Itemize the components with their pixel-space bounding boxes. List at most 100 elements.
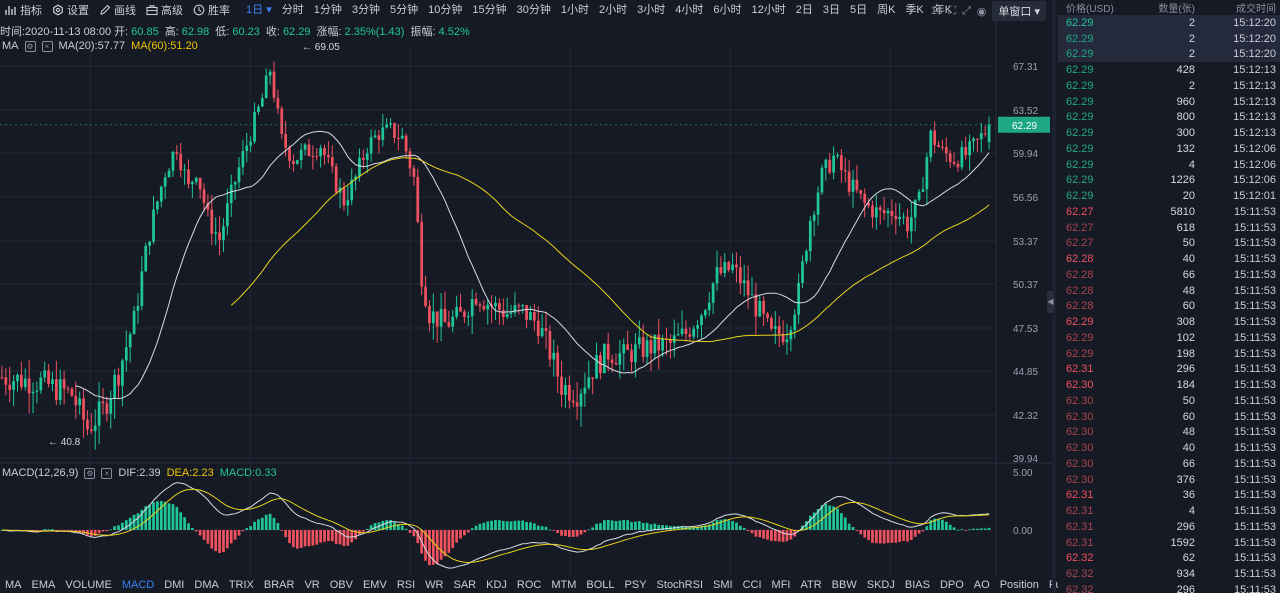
trade-price: 62.29 (1066, 158, 1094, 171)
indicator-tab-psy[interactable]: PSY (624, 578, 647, 591)
macd-dea-line (1, 488, 990, 564)
trade-time: 15:12:06 (1233, 158, 1276, 171)
camera-icon[interactable]: ◉ (976, 5, 987, 18)
macd-settings-icon[interactable]: ⚙ (84, 467, 96, 479)
indicator-tab-dpo[interactable]: DPO (939, 578, 964, 591)
indicator-tab-position[interactable]: Position (999, 578, 1039, 591)
advanced-button[interactable]: 高级 (141, 1, 188, 19)
candle-body (972, 138, 975, 142)
trade-qty: 376 (1176, 473, 1195, 486)
indicator-tab-roc[interactable]: ROC (516, 578, 542, 591)
timeframe-17[interactable]: 季K (905, 4, 924, 16)
indicator-tab-trix[interactable]: TRIX (228, 578, 254, 591)
trade-time: 15:12:13 (1233, 127, 1276, 140)
indicator-tab-ema[interactable]: EMA (31, 578, 56, 591)
timeframe-18[interactable]: 年K (933, 4, 953, 16)
panel-divider[interactable] (1052, 0, 1056, 593)
timeframe-16[interactable]: 周K (877, 4, 896, 16)
macd-bar (229, 530, 233, 544)
candle-body (12, 381, 15, 390)
ma-close-icon[interactable]: × (41, 40, 53, 52)
macd-name: MACD(12,26,9) (2, 467, 79, 479)
candle-body (183, 169, 186, 171)
timeframe-10[interactable]: 4小时 (675, 4, 704, 16)
indicator-tab-cci[interactable]: CCI (742, 578, 762, 591)
indicator-tab-bbw[interactable]: BBW (831, 578, 857, 591)
indicator-tab-obv[interactable]: OBV (329, 578, 353, 591)
indicator-tab-mtm[interactable]: MTM (551, 578, 577, 591)
timeframe-8[interactable]: 2小时 (598, 4, 628, 16)
candle-body (241, 151, 245, 168)
indicator-tab-mfi[interactable]: MFI (771, 578, 791, 591)
candle-body (451, 316, 455, 327)
indicator-tab-skdj[interactable]: SKDJ (866, 578, 895, 591)
ma-settings-icon[interactable]: ⚙ (24, 40, 36, 52)
trade-row: 62.28 60 15:11:53 (1058, 299, 1280, 315)
indicator-tab-emv[interactable]: EMV (362, 578, 387, 591)
indicator-tab-vr[interactable]: VR (304, 578, 320, 591)
indicator-tab-bias[interactable]: BIAS (904, 578, 930, 591)
timeframe-13[interactable]: 2日 (795, 4, 813, 16)
timeframe-15[interactable]: 5日 (849, 4, 868, 16)
indicator-tab-volume[interactable]: VOLUME (65, 578, 112, 591)
settings-button[interactable]: 设置 (47, 1, 94, 19)
trade-price: 62.28 (1066, 300, 1094, 313)
timeframe-6[interactable]: 30分钟 (516, 4, 551, 16)
collapse-panel-icon[interactable]: ◀ (1047, 291, 1054, 313)
indicator-tab-brar[interactable]: BRAR (263, 578, 295, 591)
indicator-tab-dma[interactable]: DMA (194, 578, 219, 591)
timeframe-1[interactable]: 1分钟 (313, 4, 342, 16)
macd-bar (140, 509, 144, 530)
chart-canvas[interactable]: 67.31 63.52 59.94 56.56 53.37 50.37 47.53 44.85… (0, 0, 1052, 593)
macd-bar (54, 530, 58, 531)
macd-dif: DIF:2.39 (118, 467, 161, 479)
timeframe-12[interactable]: 12小时 (751, 4, 786, 16)
timeframe-4[interactable]: 10分钟 (428, 4, 463, 16)
timeframe-0[interactable]: 分时 (281, 4, 304, 16)
timeframe-2[interactable]: 3分钟 (351, 4, 380, 16)
macd-bar (288, 530, 291, 544)
candle-body (420, 221, 424, 287)
candle-body (132, 310, 136, 335)
timeframe-5[interactable]: 15分钟 (472, 4, 507, 16)
timeframe-11[interactable]: 6小时 (713, 4, 742, 16)
draw-button[interactable]: 画线 (94, 1, 141, 19)
indicator-tab-atr[interactable]: ATR (800, 578, 822, 591)
candle-body (672, 335, 676, 343)
window-mode-select[interactable]: 单窗口 ▾ (992, 1, 1046, 21)
winrate-button[interactable]: 胜率 (188, 1, 235, 19)
macd-bar (941, 519, 944, 530)
refresh-rate[interactable]: 1s (930, 5, 943, 17)
indicator-tab-ao[interactable]: AO (973, 578, 990, 591)
indicator-tab-sar[interactable]: SAR (453, 578, 477, 591)
trade-time: 15:11:53 (1233, 520, 1276, 533)
fullscreen-icon[interactable]: ⛶ (948, 4, 956, 17)
candle-body (342, 187, 346, 206)
macd-close-icon[interactable]: × (101, 467, 113, 479)
macd-bar (93, 530, 97, 536)
trade-price: 62.31 (1066, 505, 1094, 518)
indicators-button[interactable]: 指标 (0, 1, 47, 19)
trade-qty: 800 (1176, 111, 1195, 124)
timeframe-3[interactable]: 5分钟 (389, 4, 419, 16)
indicator-tab-smi[interactable]: SMI (713, 578, 733, 591)
candle-body (606, 343, 610, 360)
expand-icon[interactable]: ⤢ (961, 4, 971, 17)
macd-bar (369, 525, 373, 530)
indicator-tab-kdj[interactable]: KDJ (486, 578, 507, 591)
trade-row: 62.30 40 15:11:53 (1058, 440, 1280, 456)
macd-bar (194, 530, 198, 532)
indicator-tab-macd[interactable]: MACD (121, 578, 155, 591)
timeframe-7[interactable]: 1小时 (560, 4, 589, 16)
indicator-tab-stochrsi[interactable]: StochRSI (656, 578, 704, 591)
indicator-tab-ma[interactable]: MA (5, 578, 22, 591)
indicator-tab-dmi[interactable]: DMI (164, 578, 185, 591)
indicator-tab-boll[interactable]: BOLL (586, 578, 615, 591)
timeframe-9[interactable]: 3小时 (637, 4, 666, 16)
interval-dropdown[interactable]: 1日 ▾ (241, 1, 277, 19)
indicator-tab-wr[interactable]: WR (425, 578, 444, 591)
indicator-tab-rsi[interactable]: RSI (396, 578, 416, 591)
trade-row: 62.27 618 15:11:53 (1058, 220, 1280, 236)
timeframe-14[interactable]: 3日 (822, 4, 840, 16)
macd-bar (159, 501, 163, 530)
